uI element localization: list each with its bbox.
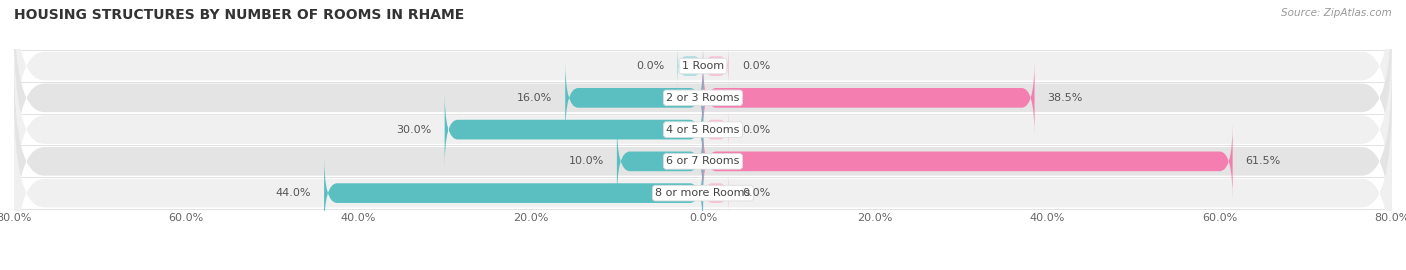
- Text: 16.0%: 16.0%: [517, 93, 553, 103]
- FancyBboxPatch shape: [703, 171, 728, 215]
- FancyBboxPatch shape: [14, 0, 1392, 163]
- Text: HOUSING STRUCTURES BY NUMBER OF ROOMS IN RHAME: HOUSING STRUCTURES BY NUMBER OF ROOMS IN…: [14, 8, 464, 22]
- Text: 2 or 3 Rooms: 2 or 3 Rooms: [666, 93, 740, 103]
- FancyBboxPatch shape: [703, 60, 1035, 136]
- FancyBboxPatch shape: [617, 124, 703, 199]
- FancyBboxPatch shape: [444, 92, 703, 167]
- FancyBboxPatch shape: [703, 124, 1233, 199]
- FancyBboxPatch shape: [14, 96, 1392, 270]
- Text: 61.5%: 61.5%: [1246, 156, 1281, 166]
- Text: Source: ZipAtlas.com: Source: ZipAtlas.com: [1281, 8, 1392, 18]
- Text: 6 or 7 Rooms: 6 or 7 Rooms: [666, 156, 740, 166]
- FancyBboxPatch shape: [703, 44, 728, 88]
- Text: 1 Room: 1 Room: [682, 61, 724, 71]
- Text: 38.5%: 38.5%: [1047, 93, 1083, 103]
- FancyBboxPatch shape: [565, 60, 703, 136]
- Text: 44.0%: 44.0%: [276, 188, 311, 198]
- Text: 0.0%: 0.0%: [742, 61, 770, 71]
- Text: 10.0%: 10.0%: [568, 156, 605, 166]
- FancyBboxPatch shape: [323, 155, 703, 231]
- FancyBboxPatch shape: [703, 108, 728, 151]
- Text: 30.0%: 30.0%: [396, 124, 432, 135]
- Text: 0.0%: 0.0%: [742, 188, 770, 198]
- Text: 0.0%: 0.0%: [636, 61, 664, 71]
- Text: 4 or 5 Rooms: 4 or 5 Rooms: [666, 124, 740, 135]
- Text: 0.0%: 0.0%: [742, 124, 770, 135]
- Text: 8 or more Rooms: 8 or more Rooms: [655, 188, 751, 198]
- FancyBboxPatch shape: [14, 1, 1392, 195]
- FancyBboxPatch shape: [678, 44, 703, 88]
- FancyBboxPatch shape: [14, 65, 1392, 258]
- FancyBboxPatch shape: [14, 33, 1392, 227]
